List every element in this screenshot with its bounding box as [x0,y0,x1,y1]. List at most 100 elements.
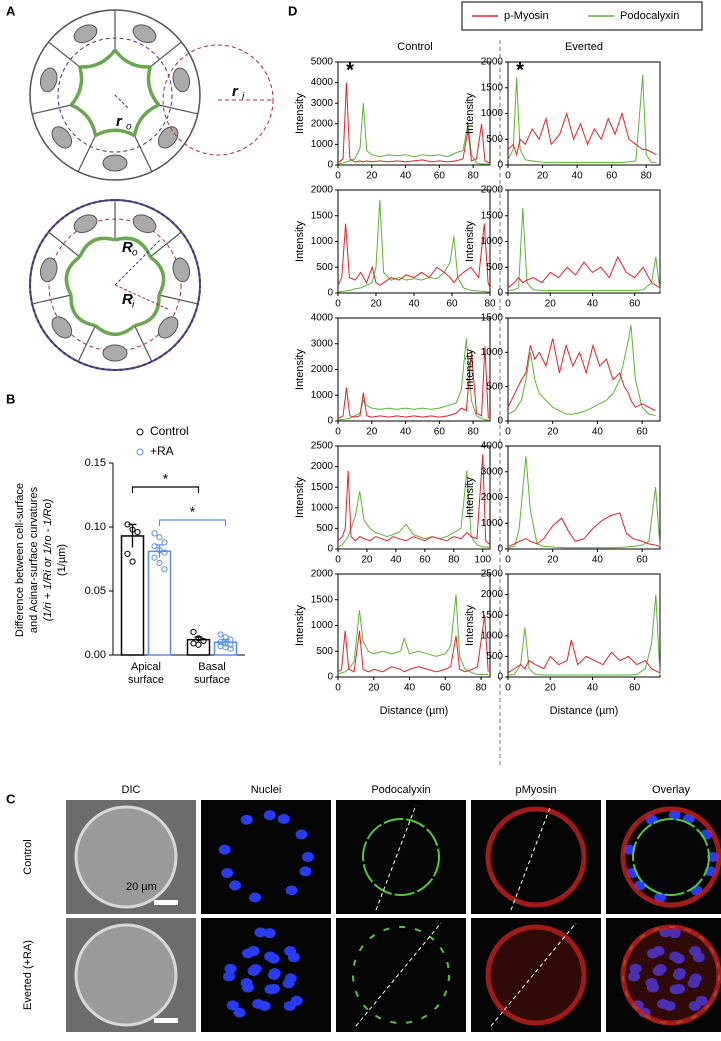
nucleus [663,1000,676,1011]
nucleus [172,67,191,93]
panel-letter: A [6,3,16,18]
y-axis-label: Intensity [294,605,306,646]
data-point [156,559,163,566]
nucleus [695,995,708,1006]
y-tick-label: 1500 [481,210,504,221]
apical-surface [94,128,136,138]
cell-dic [74,805,178,909]
radius-label-sub: i [242,92,245,103]
data-point [156,546,163,554]
profile-line [375,804,417,911]
significance-label: * [190,504,196,520]
cell-boundary [31,294,72,305]
panel-letter: B [6,391,15,406]
x-tick-label: 60 [629,299,641,310]
annotation: * [346,59,354,81]
cell-boundary [158,294,199,305]
y-tick-label: 1000 [481,630,504,641]
nucleus [157,126,179,149]
nucleus [132,214,157,234]
apical-surface [149,255,166,296]
y-tick-label: 2500 [481,569,504,580]
y-tick-label: 0 [497,288,503,299]
nucleus [223,971,236,982]
radius-label-sub: o [126,122,132,133]
channel-title: DIC [122,784,141,796]
significance-bracket [131,486,200,493]
nucleus [290,995,303,1006]
y-tick-label: 0 [497,672,503,683]
data-point [129,558,136,565]
data-line [337,338,489,421]
y-axis-label: Intensity [294,221,306,262]
x-tick-label: 40 [390,555,402,566]
y-tick-label: 0 [327,160,333,171]
y-tick-label: 0 [497,416,503,427]
outer-fit-circle [29,199,201,371]
y-tick-label: 500 [316,262,333,273]
myosin-signal [485,924,587,1026]
panel-letter: C [6,791,16,806]
y-tick-label: 2000 [311,364,334,375]
x-tick-label: 20 [545,299,557,310]
nucleus [157,316,179,339]
nucleus [267,983,280,994]
scale-bar [154,900,178,905]
y-tick-label: 0 [327,544,333,555]
data-point [222,644,229,651]
x-tick-label: 40 [587,683,599,694]
radius [114,94,129,109]
scale-bar [154,1018,178,1023]
y-tick-label: 2000 [481,589,504,600]
nucleus [669,951,682,962]
data-line [507,207,661,291]
y-tick-label: 2500 [311,441,334,452]
y-tick-label: 1500 [481,610,504,621]
nucleus [226,1000,239,1011]
cell-boundary [158,104,199,115]
apical-surface [69,66,84,107]
x-tick-label: 20 [547,427,559,438]
y-tick-label: 1000 [311,502,334,513]
apical-surface [114,236,152,258]
y-tick-label: 0.10 [85,521,106,533]
legend-label: Podocalyxin [620,10,679,22]
column-title: Control [397,41,432,53]
x-tick-label: 0 [335,555,341,566]
y-tick-label: 0.15 [85,457,106,469]
data-point [161,566,168,573]
x-tick-label: 40 [592,555,604,566]
nucleus [689,973,702,984]
data-point [134,529,141,536]
apical-surface [134,294,161,328]
nucleus [172,257,191,283]
plot-frame [507,317,661,422]
y-axis-label: Intensity [464,93,476,134]
nucleus [51,126,73,149]
x-tick-label: 0 [335,683,341,694]
x-tick-label: 80 [475,683,487,694]
data-line [337,470,490,548]
y-tick-label: 500 [316,646,333,657]
nucleus [254,927,267,938]
y-tick-label: 2000 [481,492,504,503]
data-point [161,539,168,546]
nucleus [218,844,231,855]
nucleus [102,344,128,362]
y-tick-label: 1000 [311,236,334,247]
nucleus [668,928,681,939]
panel-letter: D [288,3,297,18]
scale-bar-label: 20 µm [126,881,157,893]
nucleus [284,973,297,984]
annotation: * [516,59,524,81]
data-line [507,456,661,549]
y-axis-label: Difference between cell-surface [14,483,26,637]
data-point [217,642,224,650]
y-tick-label: 1000 [311,620,334,631]
cell-boundary [31,104,72,115]
x-tick-label: 40 [400,171,412,182]
y-tick-label: 1000 [481,518,504,529]
x-tick-label: 60 [446,299,458,310]
radius [114,239,161,286]
channel-title: pMyosin [516,784,557,796]
